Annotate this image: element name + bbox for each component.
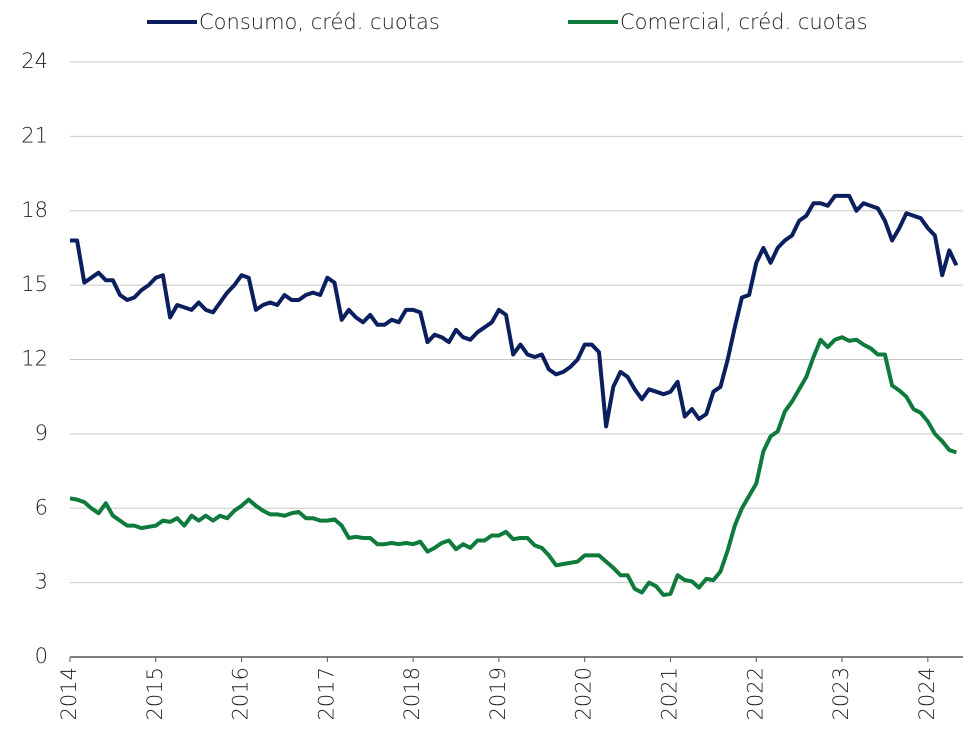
series-line <box>69 335 958 597</box>
x-tick-label: 2023 <box>829 667 853 720</box>
y-tick-label: 21 <box>21 123 48 147</box>
y-tick-label: 6 <box>35 495 48 519</box>
x-tick-label: 2017 <box>314 667 338 720</box>
y-tick-label: 12 <box>21 347 48 371</box>
y-tick-label: 3 <box>35 570 48 594</box>
y-tick-label: 9 <box>35 421 48 445</box>
x-tick-label: 2022 <box>743 667 767 720</box>
y-tick-label: 0 <box>35 644 48 668</box>
x-tick-label: 2019 <box>486 667 510 720</box>
x-tick-label: 2021 <box>657 667 681 720</box>
x-tick-label: 2018 <box>400 667 424 720</box>
x-tick-label: 2024 <box>915 667 939 720</box>
x-tick-label: 2015 <box>143 667 167 720</box>
x-tick-label: 2020 <box>572 667 596 720</box>
x-tick-label: 2016 <box>229 667 253 720</box>
y-tick-label: 24 <box>21 49 48 73</box>
series-line <box>70 193 959 429</box>
y-tick-label: 15 <box>21 272 48 296</box>
y-tick-label: 18 <box>21 198 48 222</box>
legend-label: Consumo, créd. cuotas <box>199 10 440 34</box>
x-tick-label: 2014 <box>57 667 81 720</box>
legend-label: Comercial, créd. cuotas <box>620 10 868 34</box>
